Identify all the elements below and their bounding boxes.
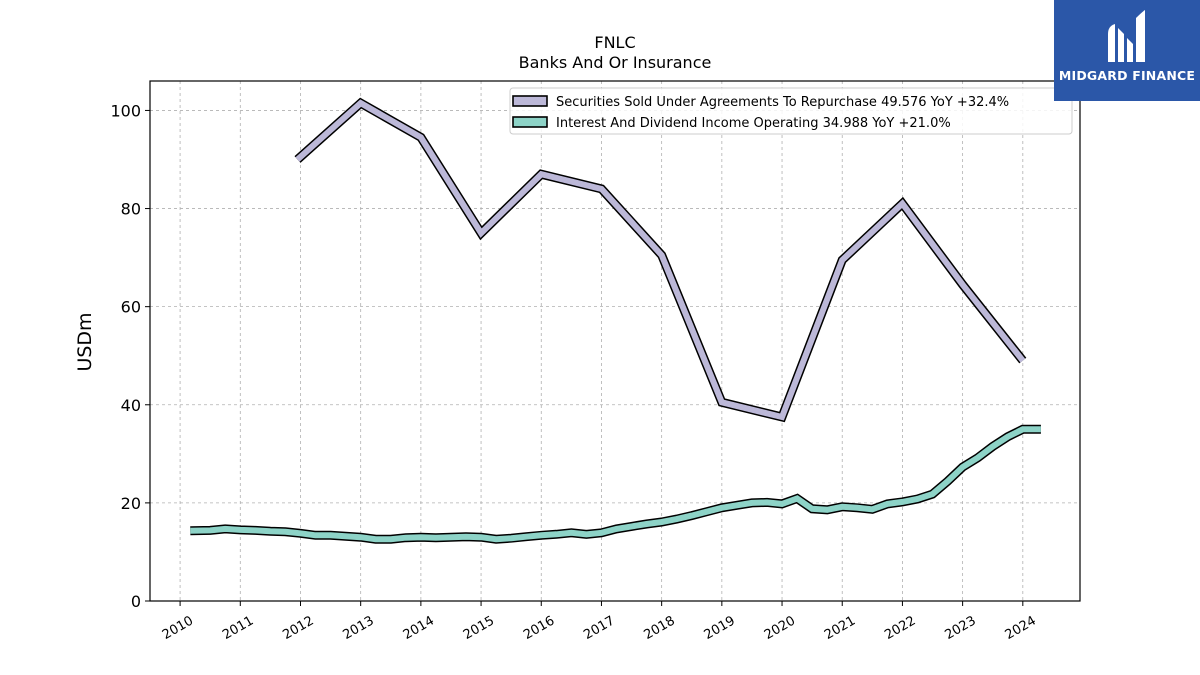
series-2-line — [190, 424, 1041, 544]
grid-layer — [150, 81, 1080, 602]
logo-text: MIDGARD FINANCE — [1058, 68, 1196, 83]
y-tick-label: 0 — [131, 592, 141, 611]
x-tick-label: 2015 — [461, 613, 497, 643]
legend-swatch — [512, 95, 548, 107]
y-tick-label: 100 — [110, 101, 141, 120]
series-layer — [190, 97, 1041, 544]
legend-entry: Interest And Dividend Income Operating 3… — [556, 116, 951, 131]
y-tick-label: 80 — [121, 200, 141, 219]
logo-mark-icon — [1108, 10, 1145, 62]
x-tick-label: 2020 — [762, 613, 798, 643]
x-tick-label: 2014 — [401, 613, 437, 643]
x-tick-label: 2019 — [702, 613, 738, 643]
plot-frame — [149, 80, 1081, 602]
legend-entry: Securities Sold Under Agreements To Repu… — [556, 95, 1009, 110]
y-axis-label: USDm — [74, 312, 96, 371]
legend: Securities Sold Under Agreements To Repu… — [509, 87, 1073, 135]
series-1-line — [294, 97, 1027, 423]
y-tick-label: 40 — [121, 396, 141, 415]
x-tick-label: 2017 — [581, 613, 617, 643]
legend-swatch — [512, 116, 548, 128]
legend-box — [509, 87, 1073, 135]
x-tick-label: 2023 — [942, 613, 978, 643]
x-tick-label: 2011 — [220, 613, 256, 643]
x-tick-label: 2022 — [882, 613, 918, 643]
x-tick-label: 2024 — [1003, 613, 1039, 643]
y-tick-label: 60 — [121, 298, 141, 317]
x-tick-label: 2021 — [822, 613, 858, 643]
midgard-finance-logo: MIDGARD FINANCE — [1054, 0, 1200, 101]
chart-subtitle: Banks And Or Insurance — [519, 53, 712, 72]
x-tick-label: 2012 — [280, 613, 316, 643]
x-tick-label: 2010 — [160, 613, 196, 643]
y-tick-label: 20 — [121, 494, 141, 513]
x-tick-label: 2016 — [521, 613, 557, 643]
x-tick-label: 2018 — [641, 613, 677, 643]
chart-title: FNLC — [594, 33, 635, 52]
x-tick-label: 2013 — [341, 613, 377, 643]
